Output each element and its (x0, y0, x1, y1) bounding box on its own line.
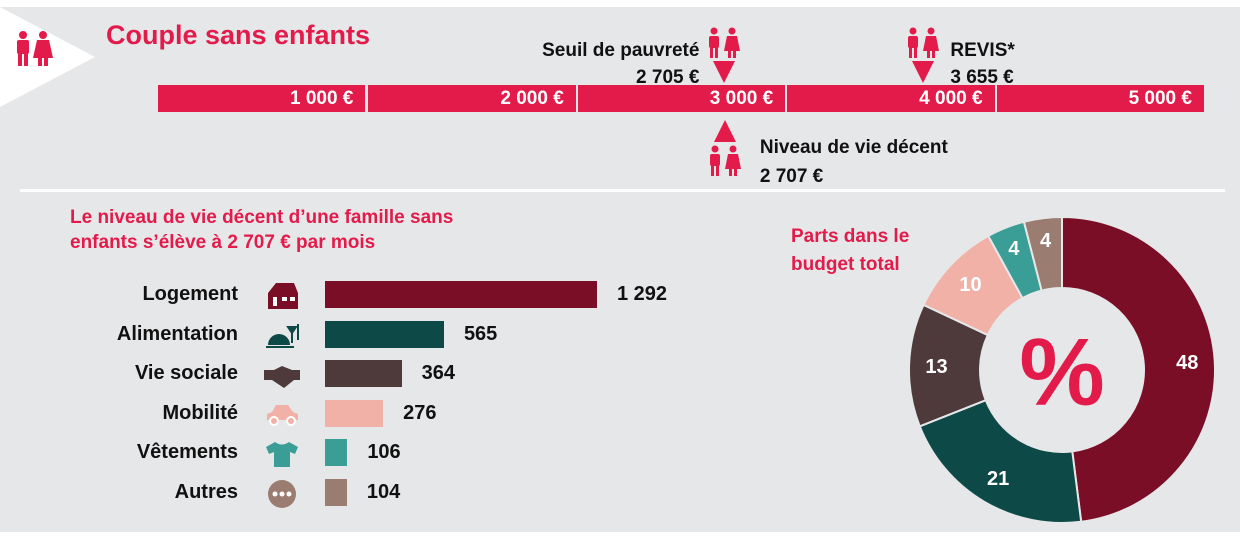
slice-value-label: 48 (1176, 352, 1198, 374)
scale-tick: 2 000 € (368, 85, 576, 112)
marker-icon (908, 27, 940, 83)
marker-icon (709, 120, 741, 176)
marker-name: Niveau de vie décent (759, 137, 948, 158)
divider (20, 189, 1225, 192)
tshirt-icon (266, 442, 298, 468)
bar-value-label: 1 292 (617, 283, 668, 305)
couple-icon (17, 31, 53, 66)
slice-value-label: 13 (925, 356, 947, 378)
scale-tick: 5 000 € (996, 85, 1204, 112)
bar-value-label: 364 (421, 362, 455, 385)
bar (325, 479, 347, 506)
bar (325, 439, 348, 467)
food-cloche-icon (266, 323, 299, 348)
donut-chart: 48 21 13 10 4 4% (908, 215, 1216, 524)
more-dots-icon (268, 480, 296, 508)
marker-label: REVIS* 3 655 € (950, 37, 1014, 91)
bar-value-label: 565 (463, 322, 498, 345)
category-label: Alimentation (116, 322, 238, 345)
car-icon (267, 404, 298, 426)
donut-slice (1022, 215, 1063, 292)
donut-title: Parts dans le budget total (791, 223, 909, 279)
scale-tick: 3 000 € (577, 85, 786, 112)
bar (325, 399, 384, 427)
category-label: Vêtements (136, 441, 238, 464)
marker-value: 2 705 € (636, 67, 700, 88)
bar-value-label: 276 (403, 401, 437, 424)
title-line: enfants s’élève à 2 707 € par mois (70, 232, 376, 253)
category-label: Mobilité (162, 401, 238, 424)
percent-center-label: % (1019, 319, 1104, 426)
scale-tick: 1 000 € (158, 85, 366, 112)
bar-value-label: 106 (367, 441, 401, 464)
marker-name: Seuil de pauvreté (542, 40, 700, 61)
title-line: Le niveau de vie décent d’une famille sa… (70, 207, 454, 228)
scale-tick: 4 000 € (787, 85, 995, 112)
house-icon (268, 283, 298, 309)
slice-value-label: 4 (1040, 230, 1052, 252)
title-line: Parts dans le (791, 226, 910, 247)
slice-value-label: 21 (987, 468, 1009, 490)
category-label: Vie sociale (134, 362, 238, 385)
donut-slice (918, 398, 1083, 524)
slice-value-label: 10 (959, 274, 981, 296)
page-title: Couple sans enfants (106, 20, 371, 50)
slice-value-label: 4 (1008, 238, 1020, 260)
bar (325, 320, 444, 348)
bar-chart-title: Le niveau de vie décent d’une famille sa… (70, 205, 453, 255)
marker-icon (709, 27, 741, 83)
marker-label: Niveau de vie décent 2 707 € (760, 133, 948, 191)
title-line: budget total (791, 254, 900, 275)
marker-value: 3 655 € (950, 67, 1014, 88)
handshake-icon (264, 366, 300, 389)
marker-name: REVIS* (950, 40, 1015, 61)
donut-slice (1061, 215, 1216, 523)
marker-value: 2 707 € (759, 166, 824, 187)
bar-value-label: 104 (366, 481, 401, 503)
bar (325, 281, 597, 308)
marker-label: Seuil de pauvreté 2 705 € (542, 37, 699, 91)
category-label: Autres (174, 481, 238, 503)
category-label: Logement (142, 283, 238, 305)
bar (325, 360, 402, 388)
